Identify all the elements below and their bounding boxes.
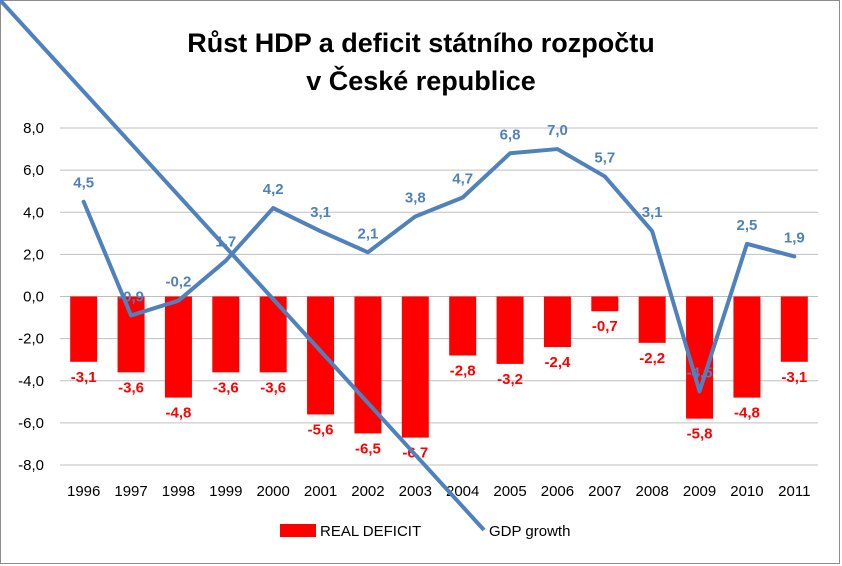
legend-label-growth: GDP growth	[489, 523, 570, 540]
growth-point	[461, 196, 465, 200]
growth-point	[413, 214, 417, 218]
deficit-data-label: -5,8	[687, 426, 713, 443]
deficit-data-label: -3,1	[71, 369, 97, 386]
deficit-data-label: -0,7	[592, 318, 618, 335]
legend-label-deficit: REAL DEFICIT	[320, 523, 421, 540]
deficit-bar	[496, 296, 524, 364]
deficit-data-label: -3,6	[260, 379, 286, 396]
y-tick-label: 0,0	[23, 289, 44, 306]
x-tick-label: 1997	[114, 483, 147, 500]
growth-data-label: 3,1	[642, 204, 663, 221]
x-tick-label: 2008	[636, 483, 669, 500]
x-tick-label: 2009	[683, 483, 716, 500]
growth-point	[603, 174, 607, 178]
growth-data-label: 5,7	[594, 149, 615, 166]
y-tick-label: 8,0	[23, 120, 44, 137]
growth-data-label: 1,7	[215, 234, 236, 251]
growth-point	[792, 254, 796, 258]
growth-data-label: -0,9	[118, 288, 144, 305]
legend: REAL DEFICIT GDP growth	[0, 0, 570, 540]
growth-data-label: 2,5	[737, 217, 758, 234]
y-tick-label: -8,0	[18, 457, 44, 474]
y-tick-label: 4,0	[23, 204, 44, 221]
growth-line	[81, 147, 797, 394]
deficit-data-label: -4,8	[734, 405, 760, 422]
x-tick-label: 2002	[351, 483, 384, 500]
deficit-data-label: -3,2	[497, 371, 523, 388]
legend-swatch-deficit	[280, 524, 316, 537]
growth-point	[745, 242, 749, 246]
growth-point	[271, 206, 275, 210]
growth-data-label: 4,5	[73, 175, 94, 192]
deficit-bar	[733, 296, 761, 398]
deficit-bar	[591, 296, 619, 312]
growth-point	[319, 229, 323, 233]
y-tick-label: 2,0	[23, 246, 44, 263]
deficit-data-label: -5,6	[308, 421, 334, 438]
x-tick-label: 2011	[778, 483, 810, 500]
y-tick-label: -6,0	[18, 415, 44, 432]
y-tick-label: -2,0	[18, 331, 44, 348]
deficit-bar	[449, 296, 477, 356]
growth-data-label: 4,2	[263, 181, 284, 198]
growth-data-label: 2,1	[358, 225, 379, 242]
x-tick-label: 2001	[304, 483, 337, 500]
x-tick-label: 2003	[399, 483, 432, 500]
deficit-data-label: -2,8	[450, 362, 476, 379]
x-tick-label: 2006	[541, 483, 574, 500]
deficit-data-label: -3,6	[118, 379, 144, 396]
deficit-bar	[638, 296, 666, 343]
y-tick-label: 6,0	[23, 162, 44, 179]
deficit-data-label: -2,4	[545, 354, 572, 371]
deficit-data-label: -3,6	[213, 379, 239, 396]
x-tick-label: 2005	[493, 483, 526, 500]
deficit-data-label: -6,5	[355, 440, 381, 457]
x-tick-label: 2000	[257, 483, 290, 500]
growth-point	[508, 151, 512, 155]
growth-data-label: 7,0	[547, 122, 568, 139]
growth-point	[176, 299, 180, 303]
y-tick-label: -4,0	[18, 373, 44, 390]
deficit-bar	[212, 296, 240, 373]
chart-title: Růst HDP a deficit státního rozpočtu v Č…	[0, 24, 842, 100]
growth-point	[129, 313, 133, 317]
deficit-bar	[780, 296, 808, 362]
deficit-bar	[70, 296, 98, 362]
growth-point	[650, 229, 654, 233]
deficit-data-label: -2,2	[639, 350, 665, 367]
growth-data-label: 3,8	[405, 189, 426, 206]
growth-point	[224, 259, 228, 263]
growth-point	[698, 389, 702, 393]
growth-point	[555, 147, 559, 151]
deficit-bar	[307, 296, 335, 415]
legend-swatch-growth	[0, 0, 486, 532]
x-tick-label: 1998	[162, 483, 195, 500]
x-tick-label: 1999	[209, 483, 242, 500]
growth-point	[82, 200, 86, 204]
deficit-bar	[164, 296, 192, 398]
deficit-data-label: -4,8	[166, 405, 192, 422]
growth-data-label: 6,8	[500, 126, 521, 143]
growth-data-label: 4,7	[452, 171, 473, 188]
deficit-bar	[117, 296, 145, 373]
chart-title-line1: Růst HDP a deficit státního rozpočtu	[187, 28, 655, 58]
growth-data-label: 1,9	[784, 229, 805, 246]
deficit-bar	[543, 296, 571, 348]
chart-title-line2: v České republice	[306, 66, 536, 96]
deficit-bar	[401, 296, 429, 438]
growth-data-label: -0,2	[166, 274, 192, 291]
growth-data-label: -4,5	[687, 364, 713, 381]
x-tick-label: 2010	[730, 483, 763, 500]
deficit-data-label: -3,1	[781, 369, 807, 386]
x-tick-label: 2007	[588, 483, 621, 500]
growth-point	[366, 250, 370, 254]
x-tick-label: 1996	[67, 483, 100, 500]
growth-data-label: 3,1	[310, 204, 331, 221]
